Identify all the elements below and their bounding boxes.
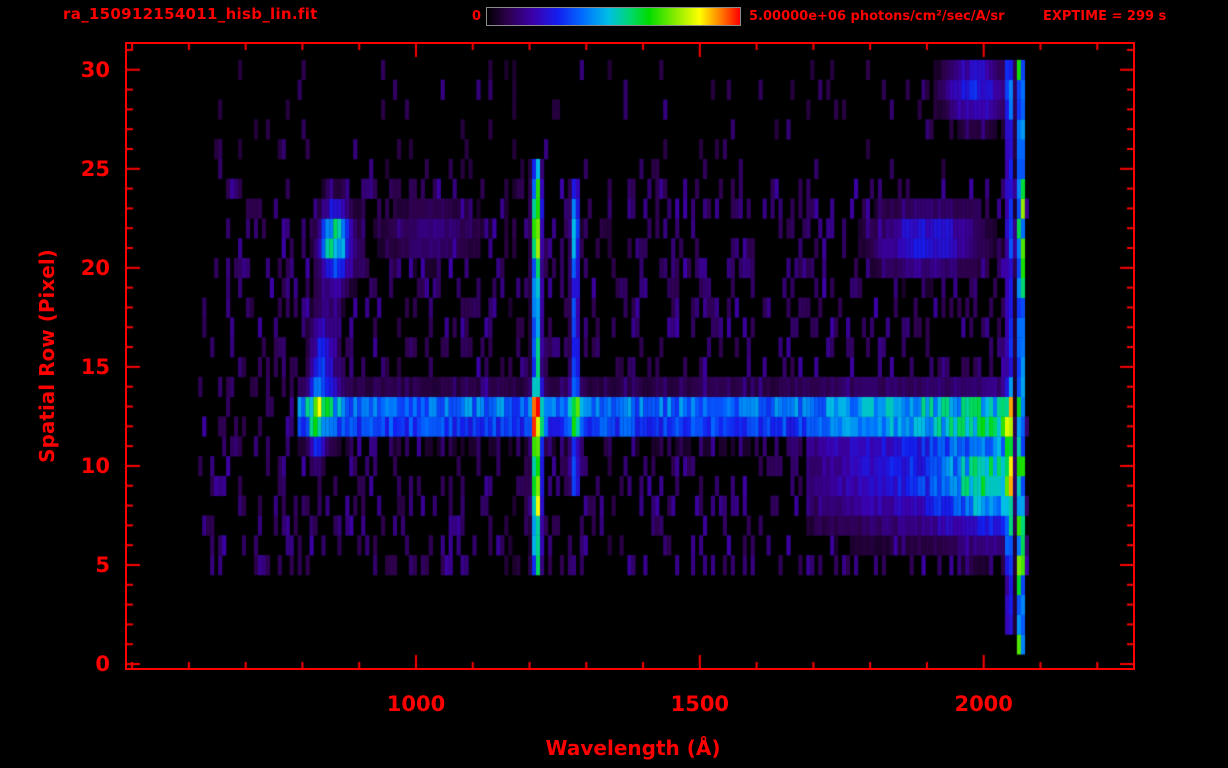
x-tick-label: 1000: [386, 692, 446, 716]
y-tick-label: 25: [80, 156, 110, 181]
exptime-label: EXPTIME = 299 s: [1043, 9, 1167, 24]
colorbar-max-label: 5.00000e+06 photons/cm²/sec/A/sr: [749, 9, 1005, 24]
colorbar: [486, 7, 741, 26]
plot-frame: [125, 42, 1135, 670]
y-tick-label: 5: [95, 552, 110, 577]
spectral-heatmap: [127, 44, 1133, 668]
colorbar-min-label: 0: [472, 9, 482, 24]
y-tick-label: 10: [80, 453, 110, 478]
y-tick-label: 15: [80, 354, 110, 379]
y-tick-label: 30: [80, 57, 110, 82]
x-tick-label: 1500: [670, 692, 730, 716]
y-tick-label: 0: [95, 652, 110, 677]
x-axis-label: Wavelength (Å): [545, 736, 721, 760]
plot-title: ra_150912154011_hisb_lin.fit: [63, 5, 318, 23]
y-tick-label: 20: [80, 255, 110, 280]
x-tick-label: 2000: [954, 692, 1013, 716]
